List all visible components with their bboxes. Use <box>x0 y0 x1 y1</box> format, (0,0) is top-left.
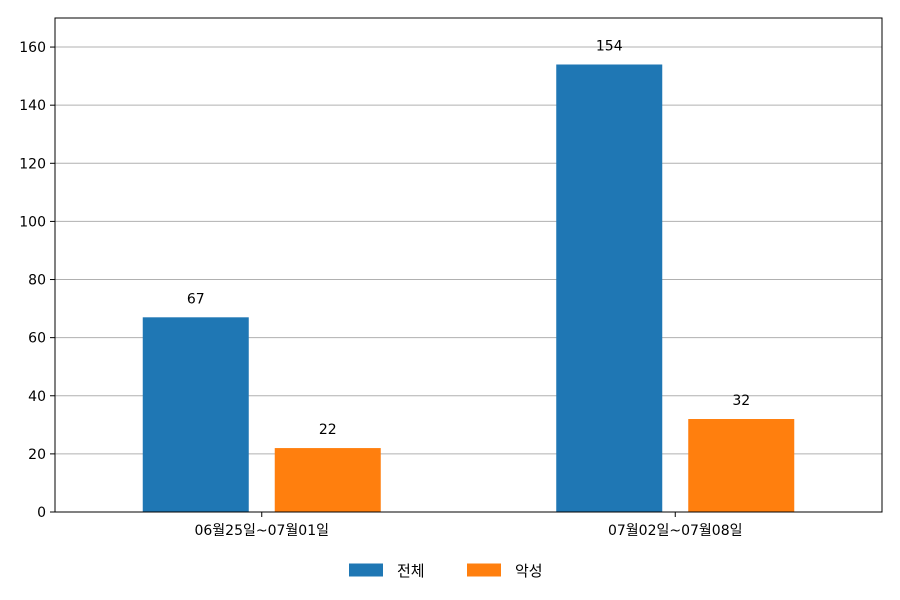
y-tick-label: 20 <box>28 447 46 463</box>
y-tick-label: 0 <box>37 505 46 521</box>
y-tick-label: 140 <box>19 98 46 114</box>
bar <box>688 419 795 512</box>
y-tick-label: 80 <box>28 273 46 289</box>
bar <box>142 317 249 512</box>
legend-swatch <box>467 563 501 577</box>
y-tick-label: 100 <box>19 214 46 230</box>
legend: 전체 악성 <box>349 562 543 580</box>
data-label: 22 <box>319 422 337 438</box>
data-labels: 67 22 154 32 <box>187 38 750 438</box>
y-axis: 0 20 40 60 80 100 120 140 160 <box>19 40 55 521</box>
bar <box>274 448 381 512</box>
y-tick-label: 120 <box>19 156 46 172</box>
x-axis: 06월25일~07월01일 07월02일~07월08일 <box>194 512 743 539</box>
data-label: 32 <box>732 393 750 409</box>
data-label: 67 <box>187 291 205 307</box>
y-tick-label: 60 <box>28 331 46 347</box>
data-label: 154 <box>596 38 623 54</box>
legend-label: 전체 <box>397 562 425 580</box>
legend-swatch <box>349 563 383 577</box>
y-tick-label: 40 <box>28 389 46 405</box>
x-tick-label: 06월25일~07월01일 <box>194 523 329 539</box>
bars <box>142 64 795 513</box>
x-tick-label: 07월02일~07월08일 <box>608 523 743 539</box>
plot-area-frame <box>54 17 883 513</box>
y-tick-label: 160 <box>19 40 46 56</box>
bar <box>556 64 663 513</box>
legend-label: 악성 <box>515 562 543 580</box>
